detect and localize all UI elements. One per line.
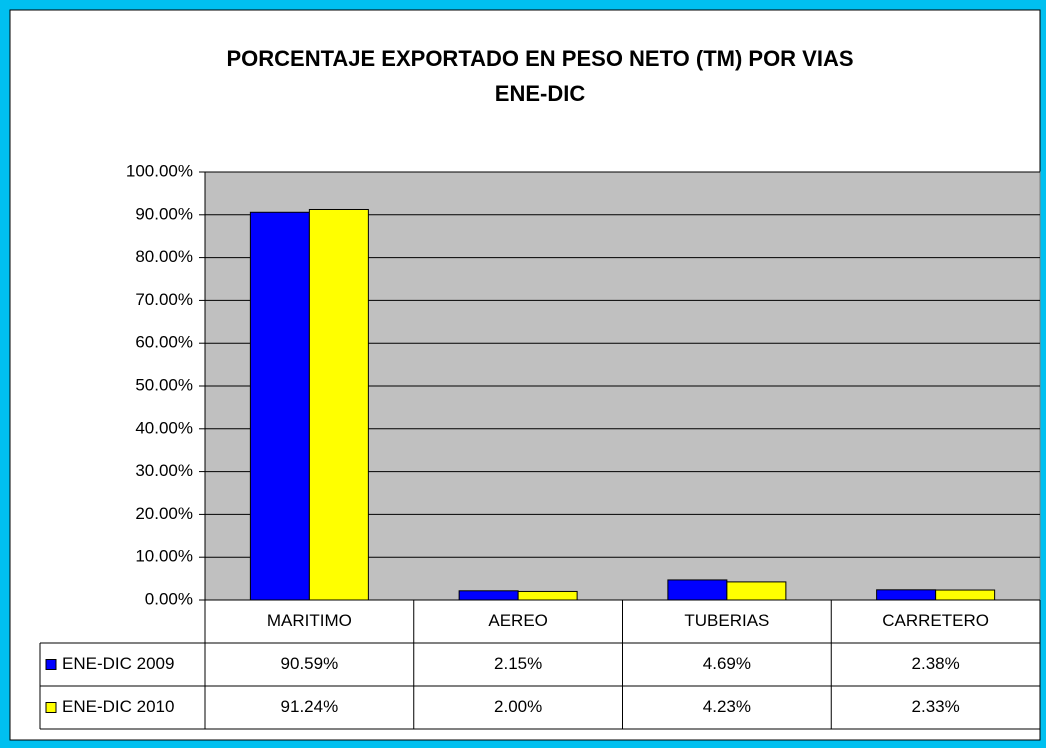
bar	[517, 590, 578, 601]
y-tick-label: 100.00%	[126, 161, 193, 180]
y-tick-label: 0.00%	[145, 589, 193, 608]
legend-label: ENE-DIC 2009	[62, 654, 174, 673]
y-tick-label: 70.00%	[135, 290, 193, 309]
bar	[935, 589, 996, 601]
bar	[876, 589, 937, 601]
bar	[308, 208, 369, 601]
y-tick-label: 60.00%	[135, 333, 193, 352]
y-tick-label: 90.00%	[135, 204, 193, 223]
y-tick-label: 10.00%	[135, 547, 193, 566]
table-cell: 2.33%	[912, 697, 960, 716]
table-cell: 4.23%	[703, 697, 751, 716]
table-cell: 2.15%	[494, 654, 542, 673]
table-cell: 2.00%	[494, 697, 542, 716]
chart-title: PORCENTAJE EXPORTADO EN PESO NETO (TM) P…	[226, 46, 853, 71]
bar	[667, 579, 728, 601]
legend-swatch	[45, 702, 57, 713]
legend-swatch	[45, 659, 57, 670]
x-tick-label: TUBERIAS	[684, 611, 769, 630]
y-tick-label: 20.00%	[135, 504, 193, 523]
y-tick-label: 80.00%	[135, 247, 193, 266]
bar	[726, 581, 787, 601]
x-tick-label: MARITIMO	[267, 611, 352, 630]
bar	[458, 590, 519, 601]
table-cell: 91.24%	[281, 697, 339, 716]
table-cell: 4.69%	[703, 654, 751, 673]
x-tick-label: CARRETERO	[882, 611, 989, 630]
legend-label: ENE-DIC 2010	[62, 697, 174, 716]
chart-subtitle: ENE-DIC	[495, 81, 586, 106]
y-tick-label: 30.00%	[135, 461, 193, 480]
y-tick-label: 40.00%	[135, 418, 193, 437]
table-cell: 2.38%	[912, 654, 960, 673]
x-tick-label: AEREO	[488, 611, 548, 630]
y-tick-label: 50.00%	[135, 375, 193, 394]
table-cell: 90.59%	[281, 654, 339, 673]
bar	[249, 211, 310, 601]
